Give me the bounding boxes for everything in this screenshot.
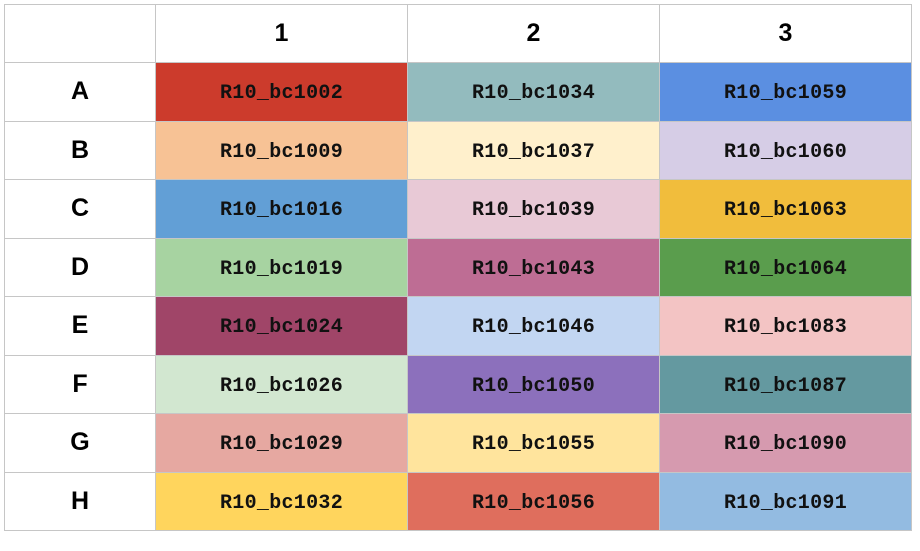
well-cell: R10_bc1056 [407, 471, 660, 531]
plate-row-h: H R10_bc1032 R10_bc1056 R10_bc1091 [4, 471, 912, 531]
barcode-label: R10_bc1024 [219, 316, 344, 340]
plate-row-f: F R10_bc1026 R10_bc1050 R10_bc1087 [4, 354, 912, 414]
barcode-label: R10_bc1029 [219, 433, 344, 457]
well-cell: R10_bc1019 [155, 237, 408, 297]
well-cell: R10_bc1091 [659, 471, 912, 531]
barcode-label: R10_bc1034 [471, 82, 596, 106]
barcode-label: R10_bc1050 [471, 374, 596, 398]
barcode-label: R10_bc1056 [471, 491, 596, 515]
well-cell: R10_bc1090 [659, 413, 912, 473]
well-cell: R10_bc1055 [407, 413, 660, 473]
column-header-row: 1 2 3 [4, 4, 912, 63]
barcode-label: R10_bc1046 [471, 316, 596, 340]
barcode-label: R10_bc1063 [723, 199, 848, 223]
plate-row-e: E R10_bc1024 R10_bc1046 R10_bc1083 [4, 296, 912, 356]
barcode-label: R10_bc1083 [723, 316, 848, 340]
barcode-label: R10_bc1064 [723, 257, 848, 281]
barcode-label: R10_bc1037 [471, 140, 596, 164]
row-label: A [4, 62, 156, 122]
well-cell: R10_bc1059 [659, 62, 912, 122]
column-header-1: 1 [155, 4, 408, 63]
well-cell: R10_bc1029 [155, 413, 408, 473]
well-cell: R10_bc1043 [407, 237, 660, 297]
well-cell: R10_bc1026 [155, 354, 408, 414]
barcode-label: R10_bc1090 [723, 433, 848, 457]
barcode-label: R10_bc1060 [723, 140, 848, 164]
row-label: C [4, 179, 156, 239]
well-cell: R10_bc1046 [407, 296, 660, 356]
row-label: D [4, 237, 156, 297]
corner-cell [4, 4, 156, 63]
barcode-label: R10_bc1002 [219, 82, 344, 106]
column-header-3: 3 [659, 4, 912, 63]
barcode-label: R10_bc1019 [219, 257, 344, 281]
well-cell: R10_bc1083 [659, 296, 912, 356]
well-cell: R10_bc1064 [659, 237, 912, 297]
barcode-label: R10_bc1032 [219, 491, 344, 515]
row-label: F [4, 354, 156, 414]
barcode-label: R10_bc1043 [471, 257, 596, 281]
row-label: B [4, 120, 156, 180]
row-label: H [4, 471, 156, 531]
barcode-plate-table: 1 2 3 A R10_bc1002 R10_bc1034 R10_bc1059 B R1… [4, 4, 912, 531]
plate-row-d: D R10_bc1019 R10_bc1043 R10_bc1064 [4, 237, 912, 297]
plate-row-c: C R10_bc1016 R10_bc1039 R10_bc1063 [4, 179, 912, 239]
well-cell: R10_bc1002 [155, 62, 408, 122]
well-cell: R10_bc1037 [407, 120, 660, 180]
barcode-label: R10_bc1039 [471, 199, 596, 223]
well-cell: R10_bc1024 [155, 296, 408, 356]
column-header-2: 2 [407, 4, 660, 63]
barcode-label: R10_bc1026 [219, 374, 344, 398]
barcode-label: R10_bc1087 [723, 374, 848, 398]
well-cell: R10_bc1087 [659, 354, 912, 414]
plate-row-b: B R10_bc1009 R10_bc1037 R10_bc1060 [4, 120, 912, 180]
well-cell: R10_bc1009 [155, 120, 408, 180]
well-cell: R10_bc1034 [407, 62, 660, 122]
well-cell: R10_bc1060 [659, 120, 912, 180]
barcode-label: R10_bc1016 [219, 199, 344, 223]
well-cell: R10_bc1039 [407, 179, 660, 239]
row-label: E [4, 296, 156, 356]
well-cell: R10_bc1016 [155, 179, 408, 239]
row-label: G [4, 413, 156, 473]
barcode-label: R10_bc1059 [723, 82, 848, 106]
barcode-label: R10_bc1009 [219, 140, 344, 164]
plate-row-g: G R10_bc1029 R10_bc1055 R10_bc1090 [4, 413, 912, 473]
well-cell: R10_bc1032 [155, 471, 408, 531]
plate-row-a: A R10_bc1002 R10_bc1034 R10_bc1059 [4, 62, 912, 122]
well-cell: R10_bc1050 [407, 354, 660, 414]
barcode-label: R10_bc1055 [471, 433, 596, 457]
well-cell: R10_bc1063 [659, 179, 912, 239]
barcode-label: R10_bc1091 [723, 491, 848, 515]
